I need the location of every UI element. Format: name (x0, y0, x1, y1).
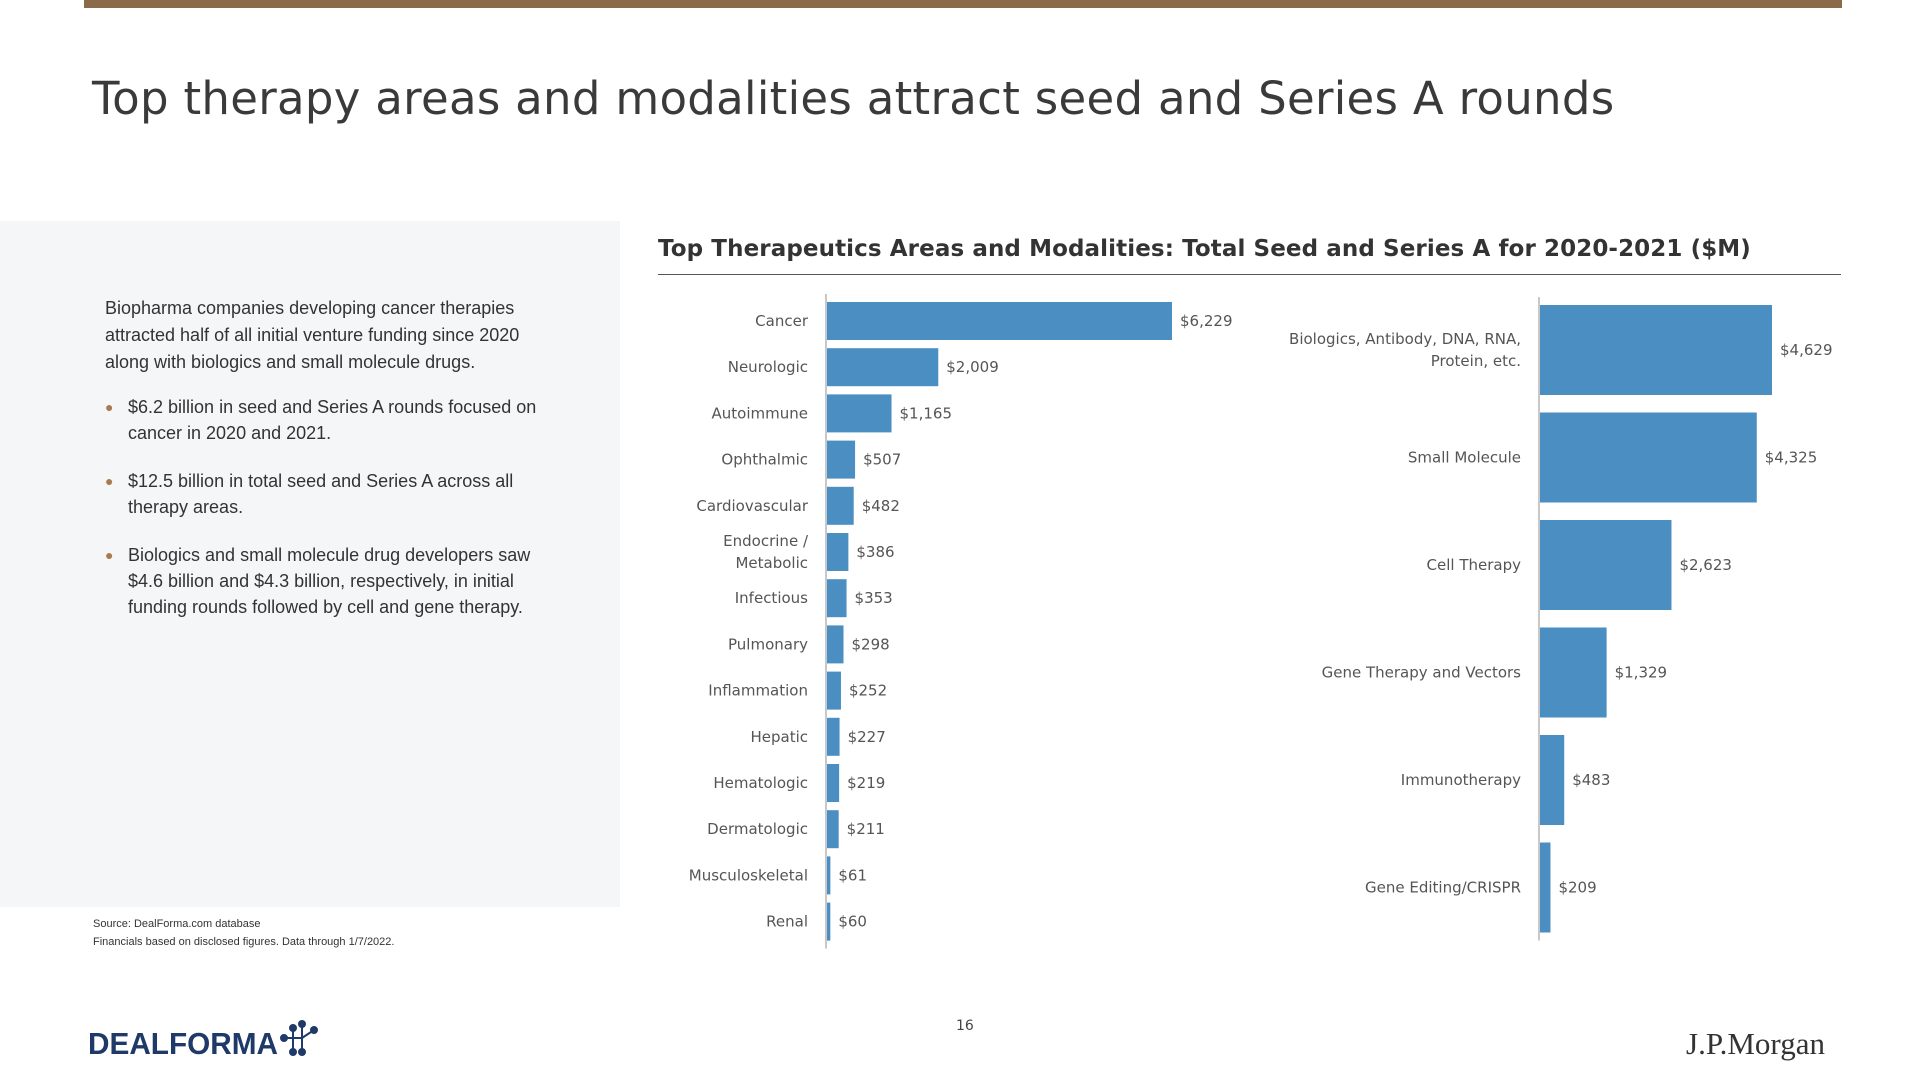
data-label: $4,629 (1780, 341, 1833, 359)
data-label: $211 (847, 820, 885, 838)
summary-bullets: ● $6.2 billion in seed and Series A round… (105, 394, 565, 642)
bar (827, 486, 854, 525)
category-label: Cardiovascular (696, 497, 808, 515)
bullet-icon: ● (105, 547, 114, 563)
bar (827, 394, 892, 433)
bar (1540, 520, 1672, 610)
summary-panel (0, 221, 620, 907)
bar (827, 671, 841, 710)
category-label: Infectious (735, 589, 808, 607)
category-label: Biologics, Antibody, DNA, RNA, (1289, 330, 1521, 348)
category-label: Cancer (755, 312, 809, 330)
source-note: Source: DealForma.com database Financial… (93, 915, 394, 951)
bar (827, 810, 839, 849)
bar (1540, 412, 1757, 503)
bar (1540, 305, 1772, 395)
bar (827, 764, 840, 802)
category-label: Pulmonary (728, 635, 808, 653)
jpmorgan-logo: J.P.Morgan (1686, 1026, 1825, 1061)
data-label: $252 (849, 682, 887, 700)
bullet-icon: ● (105, 399, 114, 415)
bar (827, 902, 831, 941)
category-label: Cell Therapy (1427, 556, 1522, 574)
category-label: Metabolic (735, 554, 808, 572)
page-number: 16 (956, 1018, 974, 1034)
bar (827, 717, 840, 756)
bar (827, 348, 939, 387)
data-label: $209 (1558, 879, 1596, 897)
bullet-item: ● Biologics and small molecule drug devel… (105, 542, 565, 620)
bar (827, 302, 1172, 340)
data-label: $386 (856, 543, 894, 561)
data-label: $2,009 (946, 358, 999, 376)
data-label: $2,623 (1679, 556, 1732, 574)
category-label: Hematologic (713, 774, 808, 792)
data-label: $6,229 (1180, 312, 1233, 330)
bullet-item: ● $6.2 billion in seed and Series A round… (105, 394, 565, 446)
category-label: Immunotherapy (1401, 771, 1521, 789)
bar (1540, 627, 1607, 718)
bar (827, 533, 849, 571)
category-label: Small Molecule (1408, 449, 1521, 467)
category-label: Gene Editing/CRISPR (1365, 879, 1521, 897)
bar (827, 625, 844, 664)
top-accent-rule (84, 0, 1842, 8)
category-label: Inflammation (708, 682, 808, 700)
category-label: Endocrine / (723, 532, 809, 550)
category-label: Autoimmune (712, 404, 808, 422)
bar (827, 579, 847, 618)
source-line: Source: DealForma.com database (93, 918, 261, 930)
bullet-item: ● $12.5 billion in total seed and Series … (105, 468, 565, 520)
data-label: $507 (863, 451, 901, 469)
data-label: $227 (848, 728, 886, 746)
bar (827, 856, 831, 895)
category-label: Dermatologic (707, 820, 808, 838)
data-label: $483 (1572, 771, 1610, 789)
bullet-icon: ● (105, 473, 114, 489)
data-label: $60 (838, 913, 867, 931)
category-label: Musculoskeletal (689, 866, 808, 884)
dealforma-logo-text: DEALFORMA (88, 1026, 278, 1061)
source-line: Financials based on disclosed figures. D… (93, 936, 395, 948)
bar (827, 440, 856, 479)
summary-intro: Biopharma companies developing cancer th… (105, 298, 520, 372)
data-label: $61 (838, 866, 867, 884)
data-label: $4,325 (1765, 449, 1818, 467)
category-label: Neurologic (728, 358, 808, 376)
page-title: Top therapy areas and modalities attract… (92, 72, 1615, 125)
bar (1540, 842, 1551, 933)
category-label: Hepatic (750, 728, 808, 746)
category-label: Renal (766, 913, 808, 931)
category-label: Ophthalmic (721, 451, 808, 469)
data-label: $298 (852, 635, 890, 653)
data-label: $353 (855, 589, 893, 607)
category-label: Gene Therapy and Vectors (1322, 664, 1522, 682)
data-label: $1,165 (900, 404, 953, 422)
bar (1540, 735, 1565, 825)
data-label: $1,329 (1615, 664, 1668, 682)
dealforma-logo: DEALFORMA (88, 1018, 328, 1068)
chart-title-rule (658, 274, 1841, 275)
category-label: Protein, etc. (1431, 352, 1521, 370)
data-label: $219 (847, 774, 885, 792)
data-label: $482 (862, 497, 900, 515)
chart-title: Top Therapeutics Areas and Modalities: T… (658, 236, 1751, 262)
